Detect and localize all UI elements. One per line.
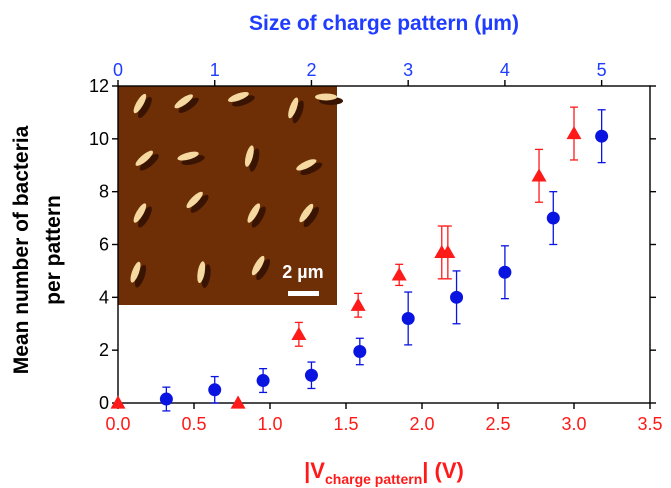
- left-tick-label: 6: [99, 235, 109, 255]
- afm-bacterium: [135, 150, 154, 166]
- afm-bacterium: [296, 159, 317, 171]
- top-tick-label: 4: [500, 60, 510, 80]
- data-point-triangle: [566, 126, 582, 140]
- data-point-circle: [450, 290, 464, 304]
- bottom-tick-label: 1.5: [333, 414, 358, 434]
- afm-bacterium: [133, 93, 147, 114]
- bottom-tick-label: 3.5: [637, 414, 662, 434]
- afm-bacterium: [251, 255, 265, 276]
- left-tick-label: 0: [99, 393, 109, 413]
- afm-shadow: [256, 258, 271, 281]
- bottom-tick-label: 0.0: [105, 414, 130, 434]
- afm-shadow: [137, 96, 152, 119]
- data-point-circle: [304, 368, 318, 382]
- afm-shadow: [249, 148, 260, 172]
- afm-bacterium: [244, 145, 254, 167]
- afm-shadow: [190, 194, 209, 213]
- data-point-circle: [353, 344, 367, 358]
- top-tick-label: 0: [113, 60, 123, 80]
- bottom-tick-label: 0.5: [181, 414, 206, 434]
- afm-background: [118, 86, 337, 305]
- afm-bacterium: [197, 261, 206, 283]
- afm-bacterium: [186, 191, 203, 209]
- top-tick-label: 5: [597, 60, 607, 80]
- data-point-triangle: [531, 168, 547, 182]
- afm-bacterium: [177, 151, 199, 161]
- afm-bacterium: [133, 203, 147, 223]
- data-point-triangle: [440, 244, 456, 259]
- bottom-tick-label: 1.0: [257, 414, 282, 434]
- data-point-circle: [498, 265, 512, 279]
- afm-shadow: [303, 206, 319, 228]
- afm-shadow: [251, 206, 266, 228]
- data-point-triangle: [350, 297, 366, 311]
- left-axis-title: Mean number of bacteria per pattern: [10, 125, 65, 374]
- afm-shadow: [137, 206, 152, 228]
- data-point-circle: [401, 311, 415, 325]
- top-tick-label: 2: [306, 60, 316, 80]
- afm-shadow: [134, 264, 147, 288]
- afm-bacterium: [130, 261, 141, 283]
- inset-scale-label: 2 µm: [282, 262, 323, 282]
- afm-shadow: [292, 100, 304, 124]
- afm-inset-image: [118, 86, 344, 305]
- afm-bacterium: [299, 203, 314, 223]
- bottom-axis-title: |Vcharge pattern| (V): [304, 458, 464, 487]
- left-tick-label: 10: [89, 129, 109, 149]
- afm-bacterium: [174, 94, 193, 109]
- data-marks: [110, 106, 609, 412]
- bottom-tick-label: 3.0: [561, 414, 586, 434]
- afm-shadow: [139, 153, 159, 171]
- data-point-circle: [159, 392, 173, 406]
- data-point-triangle: [110, 395, 126, 409]
- afm-bacterium: [315, 93, 338, 101]
- bottom-tick-label: 2.0: [409, 414, 434, 434]
- left-axis-title-line2: per pattern: [42, 195, 65, 305]
- top-axis-title: Size of charge pattern (µm): [249, 12, 519, 35]
- inset-scale-bar: [288, 291, 319, 296]
- left-tick-label: 8: [99, 182, 109, 202]
- data-point-triangle: [391, 267, 407, 281]
- afm-bacterium: [228, 91, 249, 102]
- afm-shadow: [178, 97, 199, 113]
- bottom-axis-title-main: |V: [304, 458, 325, 483]
- left-tick-label: 2: [99, 340, 109, 360]
- afm-shadow: [181, 155, 205, 166]
- top-tick-label: 1: [210, 60, 220, 80]
- data-point-triangle: [291, 326, 307, 340]
- left-tick-label: 12: [89, 76, 109, 96]
- afm-shadow: [300, 162, 323, 176]
- top-tick-label: 3: [403, 60, 413, 80]
- afm-shadow: [232, 95, 255, 107]
- data-point-circle: [256, 374, 270, 388]
- left-tick-label: 4: [99, 287, 109, 307]
- data-point-triangle: [230, 395, 246, 409]
- left-axis-title-line1: Mean number of bacteria: [10, 125, 33, 374]
- data-point-circle: [595, 129, 609, 143]
- data-point-circle: [208, 383, 222, 397]
- afm-bacterium: [247, 203, 261, 223]
- afm-bacterium: [288, 97, 299, 119]
- bottom-axis-title-sub: charge pattern: [325, 471, 422, 487]
- data-point-circle: [546, 211, 560, 225]
- bottom-tick-label: 2.5: [485, 414, 510, 434]
- bottom-axis-title-end: | (V): [422, 458, 464, 483]
